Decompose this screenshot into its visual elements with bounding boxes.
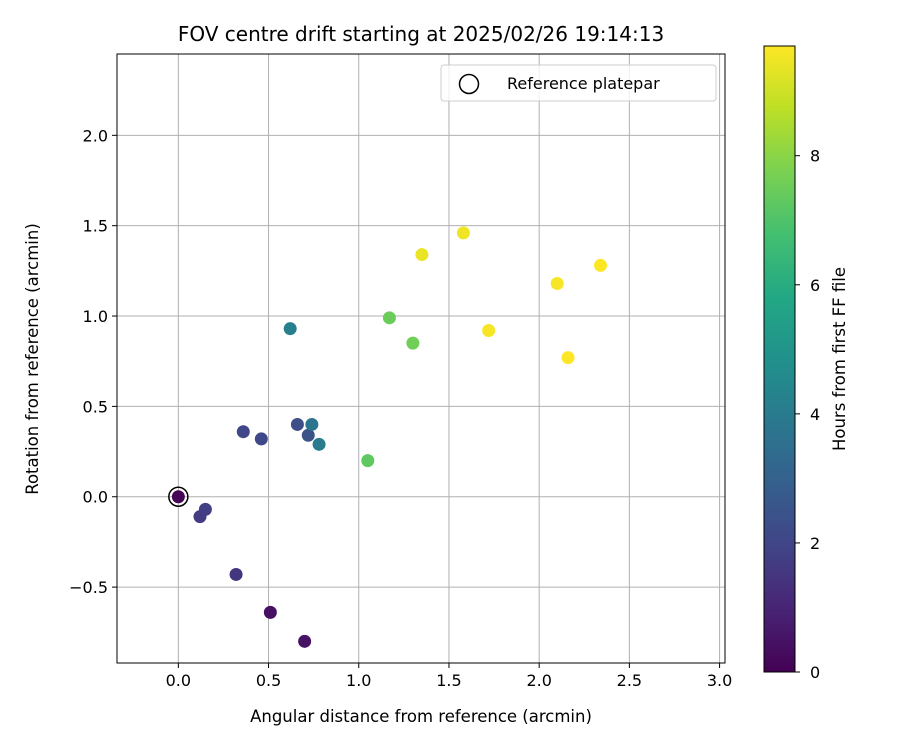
data-point: [406, 336, 420, 350]
chart-title: FOV centre drift starting at 2025/02/26 …: [178, 22, 664, 46]
plot-frame: [116, 53, 726, 664]
x-axis-ticks: 0.0 0.5 1.0 1.5 2.0 2.5 3.0: [166, 663, 732, 690]
x-tick-label: 3.0: [707, 671, 732, 690]
data-point: [263, 605, 277, 619]
x-tick-label: 0.5: [256, 671, 281, 690]
data-point: [312, 437, 326, 451]
colorbar-tick-label: 0: [810, 663, 820, 682]
legend-box: [440, 64, 717, 102]
x-tick-label: 1.0: [346, 671, 371, 690]
data-point: [236, 425, 250, 439]
colorbar-tick-label: 8: [810, 147, 820, 166]
legend-reference-marker: [458, 73, 480, 95]
y-tick-label: 0.5: [83, 397, 108, 416]
data-point: [305, 417, 319, 431]
colorbar-tick-label: 4: [810, 405, 820, 424]
data-point: [283, 322, 297, 336]
data-point: [229, 567, 243, 581]
y-tick-label: 2.0: [83, 126, 108, 145]
colorbar-tick-label: 6: [810, 276, 820, 295]
colorbar-tick-label: 2: [810, 534, 820, 553]
data-point: [482, 323, 496, 337]
data-points: [168, 226, 608, 648]
x-tick-label: 0.0: [166, 671, 191, 690]
x-tick-label: 2.5: [617, 671, 642, 690]
legend: Reference platepar: [440, 64, 717, 102]
x-axis-label: Angular distance from reference (arcmin): [250, 707, 592, 726]
colorbar: 0 2 4 6 8 Hours from first FF file: [763, 45, 849, 682]
y-tick-label: 0.0: [83, 488, 108, 507]
data-point: [456, 226, 470, 240]
y-tick-label: −0.5: [69, 578, 108, 597]
y-axis-ticks: −0.5 0.0 0.5 1.0 1.5 2.0: [69, 126, 117, 597]
data-point: [171, 490, 185, 504]
data-point: [361, 454, 375, 468]
y-tick-label: 1.0: [83, 307, 108, 326]
x-tick-label: 1.5: [436, 671, 461, 690]
data-point: [254, 432, 268, 446]
data-point: [290, 417, 304, 431]
data-point: [198, 502, 212, 516]
y-axis-label: Rotation from reference (arcmin): [23, 223, 42, 495]
data-point: [415, 248, 429, 262]
grid-lines: [117, 54, 725, 663]
legend-reference-label: Reference platepar: [507, 74, 660, 93]
colorbar-ticks: 0 2 4 6 8: [795, 147, 820, 682]
y-tick-label: 1.5: [83, 217, 108, 236]
x-tick-label: 2.0: [526, 671, 551, 690]
colorbar-gradient: [764, 46, 795, 672]
data-point: [594, 258, 608, 272]
data-point: [561, 351, 575, 365]
reference-platepar-marker: [168, 486, 189, 507]
colorbar-label: Hours from first FF file: [830, 267, 849, 451]
colorbar-frame: [763, 45, 796, 673]
data-point: [298, 634, 312, 648]
data-point: [382, 311, 396, 325]
data-point: [550, 277, 564, 291]
data-point: [301, 428, 315, 442]
